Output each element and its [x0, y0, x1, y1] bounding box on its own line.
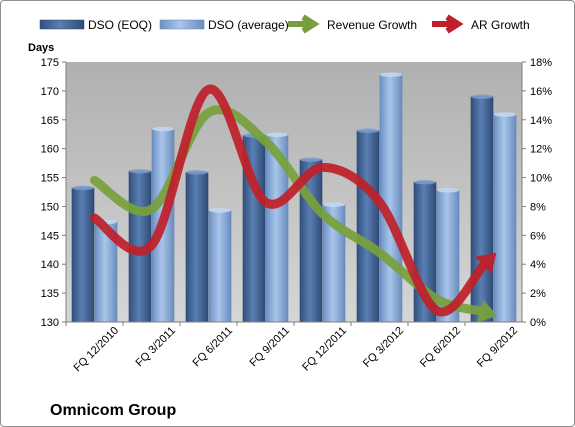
y-right-tick-4: 4%	[530, 259, 546, 271]
bar-dso-eoq-fq-12-2010	[71, 187, 95, 323]
y-right-tick-0: 0%	[530, 317, 546, 329]
y-left-tick-175: 175	[41, 57, 59, 69]
y-left-tick-165: 165	[41, 115, 59, 127]
y-right-tick-12: 12%	[530, 144, 552, 156]
x-tick-fq-12-2011: FQ 12/2011	[300, 325, 349, 374]
bar-top-dso-average-fq-12-2011	[323, 202, 345, 207]
bar-top-dso-eoq-fq-12-2011	[300, 157, 322, 162]
bar-top-dso-average-fq-3-2011	[152, 126, 174, 132]
bar-dso-average-fq-9-2012	[493, 114, 517, 323]
legend-label-dso-average: DSO (average)	[208, 18, 289, 32]
legend-item-dso-eoq: DSO (EOQ)	[39, 18, 152, 32]
y-right-tick-18: 18%	[530, 57, 552, 69]
legend-item-revenue-growth: Revenue Growth	[288, 14, 417, 34]
bar-dso-average-fq-6-2011	[208, 210, 232, 323]
y-left-tick-150: 150	[41, 201, 59, 213]
y-axis-right-ticks: 0% 2% 4% 6% 8% 10% 12% 14% 16% 18%	[522, 57, 552, 329]
bar-top-dso-average-fq-6-2012	[437, 188, 459, 193]
x-tick-fq-9-2012: FQ 9/2012	[475, 325, 520, 370]
bar-top-dso-average-fq-9-2012	[494, 112, 516, 117]
y-left-tick-160: 160	[41, 144, 59, 156]
x-tick-fq-6-2012: FQ 6/2012	[418, 325, 463, 370]
y-left-tick-170: 170	[41, 86, 59, 98]
y-axis-left-ticks: 130 135 140 145 150 155 160 165 170 175	[41, 57, 66, 329]
legend: DSO (EOQ) DSO (average) Revenue Growth A…	[39, 14, 530, 34]
x-tick-fq-6-2011: FQ 6/2011	[190, 325, 235, 370]
y-right-tick-2: 2%	[530, 288, 546, 300]
bar-dso-average-fq-3-2012	[379, 74, 403, 323]
legend-label-ar-growth: AR Growth	[471, 18, 530, 32]
bar-dso-eoq-fq-9-2012	[470, 96, 494, 323]
y-right-tick-8: 8%	[530, 201, 546, 213]
x-tick-fq-3-2012: FQ 3/2012	[361, 325, 406, 370]
y-right-tick-14: 14%	[530, 115, 552, 127]
lines-group	[90, 84, 498, 323]
bar-dso-eoq-fq-3-2012	[356, 130, 380, 323]
bar-top-dso-average-fq-3-2012	[380, 72, 402, 77]
legend-arrow-ar-growth	[432, 14, 464, 34]
legend-swatch-dso-eoq	[39, 19, 85, 30]
bar-dso-eoq-fq-6-2011	[185, 172, 209, 323]
y-left-tick-145: 145	[41, 230, 59, 242]
y-left-tick-155: 155	[41, 173, 59, 185]
bar-top-dso-average-fq-6-2011	[209, 208, 231, 213]
bar-top-dso-average-fq-9-2011	[266, 132, 288, 137]
bar-top-dso-eoq-fq-9-2012	[471, 94, 493, 99]
legend-swatch-dso-average	[159, 19, 205, 30]
bar-top-dso-eoq-fq-3-2012	[357, 128, 379, 133]
legend-item-ar-growth: AR Growth	[432, 14, 530, 34]
x-axis-ticks: FQ 12/2010 FQ 3/2011 FQ 6/2011 FQ 9/2011 FQ …	[65, 322, 520, 375]
x-tick-fq-12-2010: FQ 12/2010	[72, 325, 122, 375]
bar-top-dso-eoq-fq-6-2012	[414, 179, 436, 185]
legend-arrow-revenue-growth	[288, 14, 320, 34]
bar-top-dso-eoq-fq-3-2011	[129, 169, 151, 174]
x-tick-fq-3-2011: FQ 3/2011	[133, 325, 178, 370]
y-axis-left-label: Days	[28, 42, 54, 54]
y-left-tick-135: 135	[41, 288, 59, 300]
y-right-tick-16: 16%	[530, 86, 552, 98]
bar-top-dso-eoq-fq-6-2011	[186, 170, 208, 175]
legend-label-dso-eoq: DSO (EOQ)	[88, 18, 152, 32]
y-right-tick-6: 6%	[530, 230, 546, 242]
y-left-tick-130: 130	[41, 317, 59, 329]
plot-area	[65, 62, 523, 323]
arrowhead-ar-growth	[475, 252, 497, 274]
line-ar-growth	[90, 84, 488, 317]
arrowhead-revenue-growth	[476, 299, 498, 323]
company-name: Omnicom Group	[50, 402, 176, 419]
x-tick-fq-9-2011: FQ 9/2011	[247, 325, 292, 370]
y-right-tick-10: 10%	[530, 173, 552, 185]
y-left-tick-140: 140	[41, 259, 59, 271]
legend-label-revenue-growth: Revenue Growth	[327, 18, 417, 32]
legend-item-dso-average: DSO (average)	[159, 18, 289, 32]
bar-top-dso-eoq-fq-12-2010	[72, 185, 94, 191]
